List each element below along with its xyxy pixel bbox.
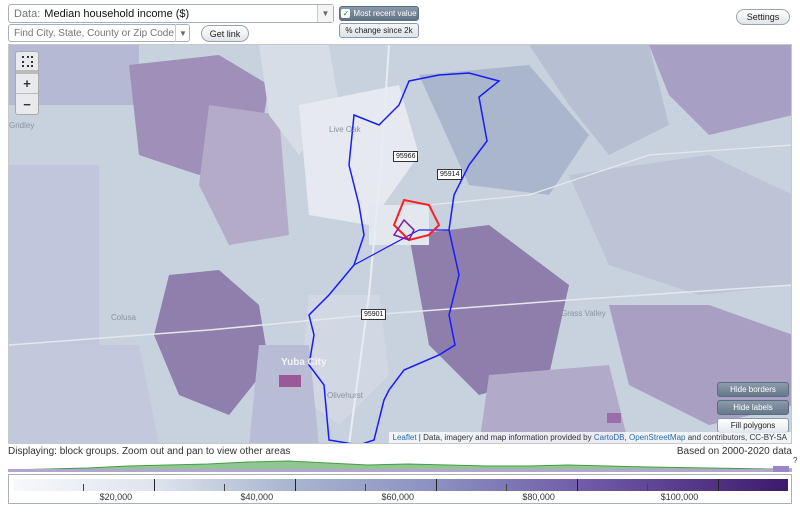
- displaying-text: Displaying: block groups. Zoom out and p…: [8, 446, 291, 457]
- fill-polygons-button[interactable]: Fill polygons: [717, 418, 789, 433]
- most-recent-label: Most recent value: [353, 9, 417, 18]
- legend-minor-tick: [647, 484, 649, 491]
- attribution-text: | Data, imagery and map information prov…: [416, 433, 594, 442]
- distribution-histogram: [8, 460, 792, 472]
- place-label: Olivehurst: [327, 391, 364, 400]
- place-label: Live Oak: [329, 125, 361, 134]
- based-on-text: Based on 2000-2020 data: [676, 446, 792, 457]
- pct-change-toggle[interactable]: % change since 2k: [339, 23, 419, 38]
- legend-tick-label: $100,000: [660, 492, 699, 502]
- help-question[interactable]: ?: [793, 456, 798, 465]
- legend-minor-tick: [83, 484, 85, 491]
- map-attribution: Leaflet | Data, imagery and map informat…: [388, 432, 791, 443]
- legend-tick: [153, 479, 155, 491]
- get-link-button[interactable]: Get link: [201, 25, 249, 42]
- legend-tick-label: $20,000: [99, 492, 133, 502]
- checkmark-icon: ✓: [341, 9, 351, 18]
- legend-tick-label: $40,000: [240, 492, 274, 502]
- legend-tick: [294, 479, 296, 491]
- hide-labels-button[interactable]: Hide labels: [717, 400, 789, 415]
- zoom-out-button[interactable]: −: [23, 96, 31, 112]
- map-canvas: [9, 45, 791, 443]
- zip-label[interactable]: 95966: [393, 151, 419, 162]
- legend-tick-label: $80,000: [522, 492, 555, 502]
- legend-tick: [576, 479, 578, 491]
- zoom-extent-button[interactable]: [16, 52, 38, 74]
- attribution-rest: and contributors, CC-BY-SA: [685, 433, 787, 442]
- legend-tick: [435, 479, 437, 491]
- color-legend: $20,000 $40,000 $60,000 $80,000 $100,000: [8, 474, 792, 504]
- legend-minor-tick: [506, 484, 508, 491]
- chevron-down-icon[interactable]: ▼: [317, 5, 333, 22]
- map-view[interactable]: + − 95966 95914 95901 Gridley Yuba City …: [8, 44, 792, 444]
- legend-minor-tick: [224, 484, 226, 491]
- zoom-in-button[interactable]: +: [16, 74, 38, 94]
- zoom-control: + −: [15, 51, 39, 115]
- data-select-value: Median household income ($): [44, 7, 190, 20]
- settings-button[interactable]: Settings: [736, 9, 790, 25]
- hide-borders-button[interactable]: Hide borders: [717, 382, 789, 397]
- cartodb-link[interactable]: CartoDB: [593, 433, 625, 442]
- attribution-sep: ,: [624, 433, 629, 442]
- data-select[interactable]: Data: Median household income ($) ▼: [8, 4, 334, 23]
- place-label: Gridley: [9, 121, 35, 130]
- zip-label[interactable]: 95901: [361, 309, 387, 320]
- legend-tick: [717, 479, 719, 491]
- place-label: Grass Valley: [561, 309, 606, 318]
- osm-link[interactable]: OpenStreetMap: [628, 433, 686, 442]
- legend-tick-label: $60,000: [381, 492, 414, 502]
- leaflet-link[interactable]: Leaflet: [392, 433, 417, 442]
- find-location-input[interactable]: [8, 24, 190, 42]
- extent-icon: [21, 55, 33, 67]
- place-label: Yuba City: [281, 357, 327, 368]
- zip-label[interactable]: 95914: [437, 169, 463, 180]
- data-select-label: Data:: [14, 7, 41, 20]
- legend-minor-tick: [365, 484, 367, 491]
- most-recent-value-toggle[interactable]: ✓ Most recent value: [339, 6, 419, 21]
- legend-gradient: [13, 479, 788, 491]
- place-label: Colusa: [111, 313, 136, 322]
- chevron-down-icon[interactable]: ▼: [175, 24, 190, 42]
